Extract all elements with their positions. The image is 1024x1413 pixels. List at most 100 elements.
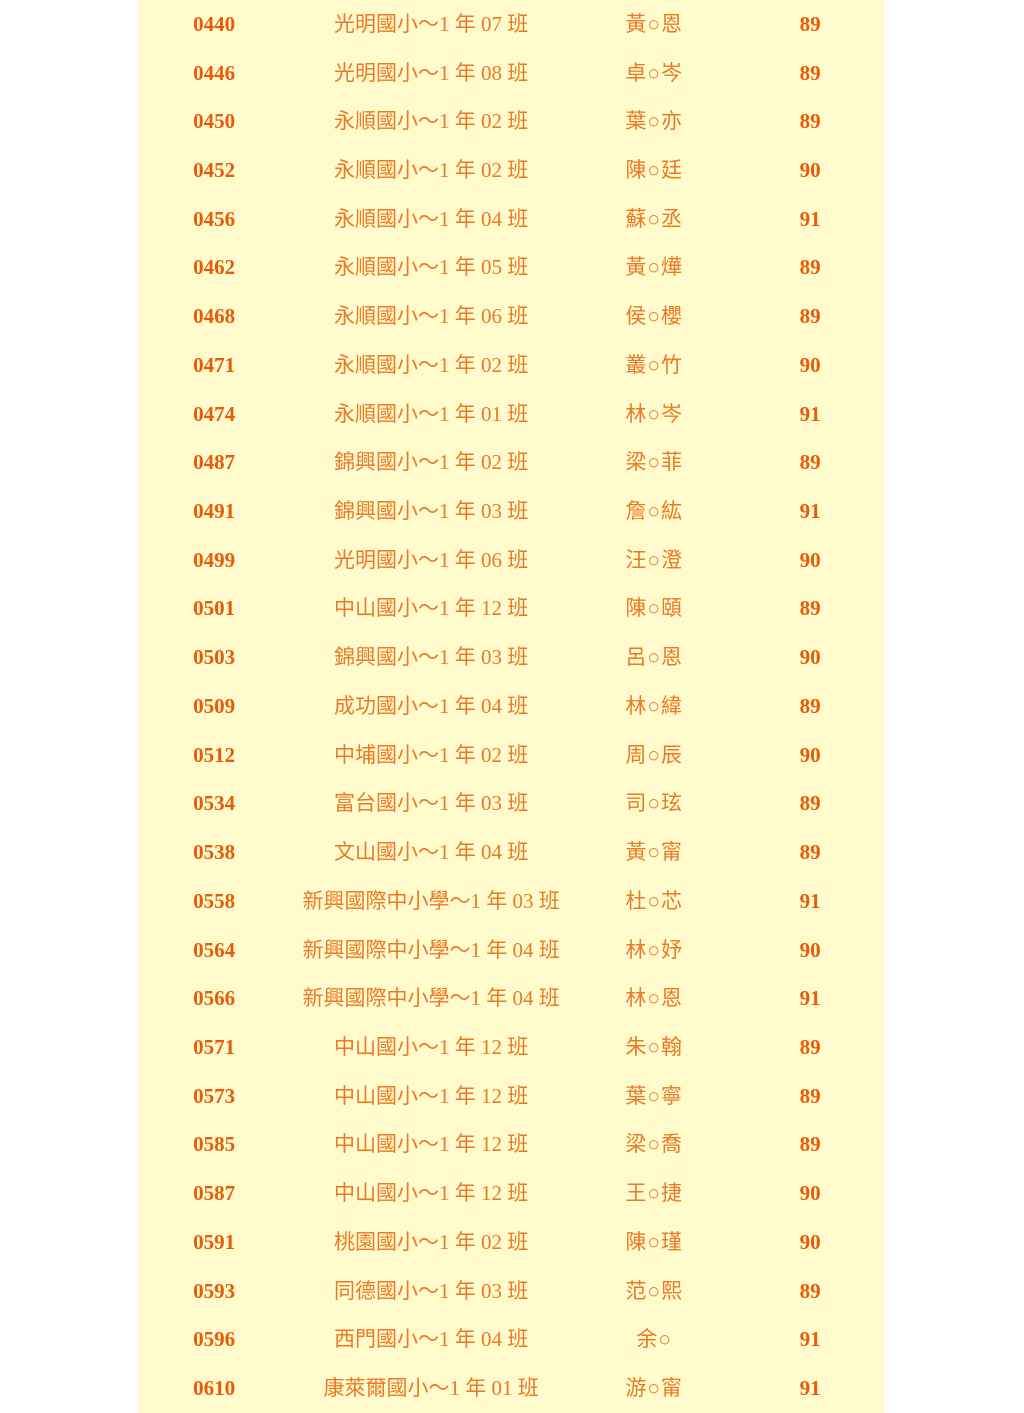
school-class: 光明國小～1 年 08 班	[334, 60, 529, 85]
entry-number: 0462	[193, 255, 236, 280]
table-row: 0538 文山國小～1 年 04 班 黃○甯 89	[138, 828, 884, 877]
table-row: 0446 光明國小～1 年 08 班 卓○岑 89	[138, 49, 884, 98]
entry-number: 0499	[193, 547, 236, 572]
score: 90	[799, 547, 821, 572]
entry-number: 0468	[193, 304, 236, 329]
table-row: 0503 錦興國小～1 年 03 班 呂○恩 90	[138, 633, 884, 682]
school-class: 文山國小～1 年 04 班	[334, 840, 529, 865]
school-class: 永順國小～1 年 02 班	[334, 352, 529, 377]
score: 89	[799, 450, 821, 475]
student-name: 范○熙	[625, 1278, 684, 1303]
entry-number: 0558	[193, 888, 236, 913]
student-name: 蘇○丞	[625, 206, 684, 231]
table-row: 0440 光明國小～1 年 07 班 黃○恩 89	[138, 0, 884, 49]
school-class: 永順國小～1 年 06 班	[334, 304, 529, 329]
school-class: 新興國際中小學～1 年 03 班	[302, 888, 560, 913]
table-row: 0585 中山國小～1 年 12 班 梁○喬 89	[138, 1121, 884, 1170]
student-name: 汪○澄	[625, 547, 684, 572]
student-name: 梁○菲	[625, 450, 684, 475]
score: 89	[799, 1132, 821, 1157]
score: 91	[799, 1327, 821, 1352]
student-name: 游○甯	[625, 1375, 684, 1400]
student-name: 陳○頤	[625, 596, 684, 621]
school-class: 中山國小～1 年 12 班	[334, 1034, 529, 1059]
entry-number: 0573	[193, 1083, 236, 1108]
table-row: 0487 錦興國小～1 年 02 班 梁○菲 89	[138, 438, 884, 487]
table-row: 0456 永順國小～1 年 04 班 蘇○丞 91	[138, 195, 884, 244]
school-class: 中埔國小～1 年 02 班	[334, 742, 529, 767]
school-class: 中山國小～1 年 12 班	[334, 1181, 529, 1206]
table-row: 0499 光明國小～1 年 06 班 汪○澄 90	[138, 536, 884, 585]
table-row: 0474 永順國小～1 年 01 班 林○岑 91	[138, 390, 884, 439]
school-class: 永順國小～1 年 02 班	[334, 109, 529, 134]
score: 91	[799, 1375, 821, 1400]
student-name: 侯○櫻	[625, 304, 684, 329]
school-class: 永順國小～1 年 04 班	[334, 206, 529, 231]
entry-number: 0501	[193, 596, 236, 621]
table-row: 0468 永順國小～1 年 06 班 侯○櫻 89	[138, 292, 884, 341]
school-class: 西門國小～1 年 04 班	[334, 1327, 529, 1352]
school-class: 永順國小～1 年 05 班	[334, 255, 529, 280]
school-class: 康萊爾國小～1 年 01 班	[323, 1375, 539, 1400]
score: 90	[799, 645, 821, 670]
student-name: 周○辰	[625, 742, 684, 767]
score: 90	[799, 352, 821, 377]
school-class: 中山國小～1 年 12 班	[334, 1083, 529, 1108]
entry-number: 0456	[193, 206, 236, 231]
table-row: 0593 同德國小～1 年 03 班 范○熙 89	[138, 1267, 884, 1316]
results-table: 0440 光明國小～1 年 07 班 黃○恩 89 0446 光明國小～1 年 …	[138, 0, 884, 1413]
entry-number: 0534	[193, 791, 236, 816]
score: 91	[799, 888, 821, 913]
entry-number: 0509	[193, 693, 236, 718]
table-row: 0564 新興國際中小學～1 年 04 班 林○妤 90	[138, 926, 884, 975]
score: 89	[799, 1034, 821, 1059]
student-name: 林○岑	[625, 401, 684, 426]
entry-number: 0564	[193, 937, 236, 962]
school-class: 錦興國小～1 年 02 班	[334, 450, 529, 475]
table-row: 0462 永順國小～1 年 05 班 黃○燁 89	[138, 244, 884, 293]
entry-number: 0596	[193, 1327, 236, 1352]
student-name: 陳○廷	[625, 158, 684, 183]
table-row: 0573 中山國小～1 年 12 班 葉○寧 89	[138, 1072, 884, 1121]
score: 89	[799, 1083, 821, 1108]
student-name: 黃○恩	[625, 11, 684, 36]
table-row: 0491 錦興國小～1 年 03 班 詹○紘 91	[138, 487, 884, 536]
score: 91	[799, 401, 821, 426]
school-class: 中山國小～1 年 12 班	[334, 1132, 529, 1157]
student-name: 余○	[636, 1327, 673, 1352]
school-class: 新興國際中小學～1 年 04 班	[302, 937, 560, 962]
school-class: 富台國小～1 年 03 班	[334, 791, 529, 816]
score: 90	[799, 742, 821, 767]
table-row: 0450 永順國小～1 年 02 班 葉○亦 89	[138, 97, 884, 146]
score: 91	[799, 986, 821, 1011]
entry-number: 0440	[193, 11, 236, 36]
student-name: 司○玹	[625, 791, 684, 816]
score: 89	[799, 596, 821, 621]
score: 89	[799, 791, 821, 816]
school-class: 錦興國小～1 年 03 班	[334, 645, 529, 670]
student-name: 林○恩	[625, 986, 684, 1011]
entry-number: 0474	[193, 401, 236, 426]
entry-number: 0512	[193, 742, 236, 767]
entry-number: 0503	[193, 645, 236, 670]
table-row: 0534 富台國小～1 年 03 班 司○玹 89	[138, 780, 884, 829]
student-name: 葉○亦	[625, 109, 684, 134]
entry-number: 0446	[193, 60, 236, 85]
score: 91	[799, 499, 821, 524]
score: 91	[799, 206, 821, 231]
school-class: 新興國際中小學～1 年 04 班	[302, 986, 560, 1011]
entry-number: 0593	[193, 1278, 236, 1303]
entry-number: 0571	[193, 1034, 236, 1059]
score: 89	[799, 60, 821, 85]
student-name: 林○緯	[625, 693, 684, 718]
entry-number: 0471	[193, 352, 236, 377]
school-class: 光明國小～1 年 06 班	[334, 547, 529, 572]
school-class: 永順國小～1 年 01 班	[334, 401, 529, 426]
table-row: 0571 中山國小～1 年 12 班 朱○翰 89	[138, 1023, 884, 1072]
table-row: 0596 西門國小～1 年 04 班 余○ 91	[138, 1315, 884, 1364]
entry-number: 0591	[193, 1229, 236, 1254]
student-name: 黃○甯	[625, 840, 684, 865]
student-name: 梁○喬	[625, 1132, 684, 1157]
table-row: 0501 中山國小～1 年 12 班 陳○頤 89	[138, 585, 884, 634]
